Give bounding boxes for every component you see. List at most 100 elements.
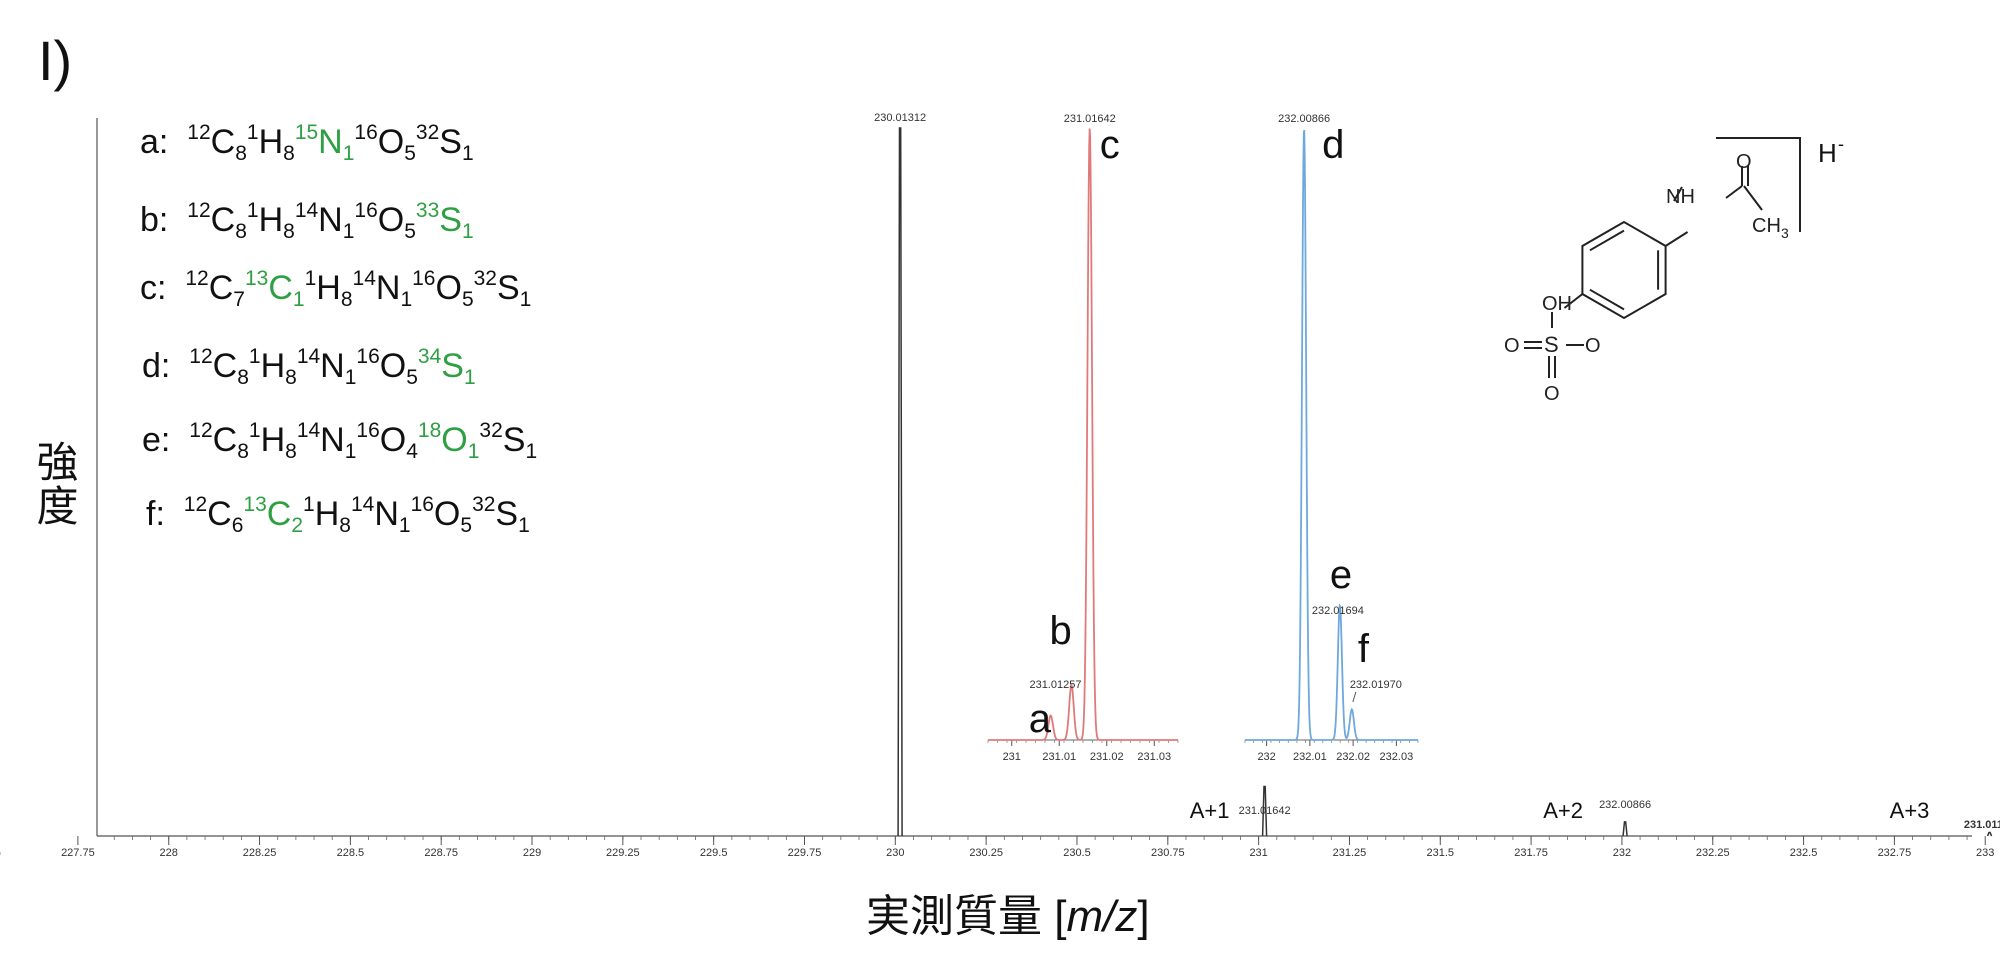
chemical-structure (1524, 137, 1801, 378)
peak-letter-b: b (1049, 609, 1071, 653)
inset-peak-label: 232.01970 (1350, 679, 1402, 691)
isotope-term: 33S1 (415, 199, 474, 243)
peak-label: 231.01642 (1239, 805, 1291, 817)
x-axis-label-suffix: ] (1137, 892, 1150, 941)
atom-o-left: O (1504, 335, 1520, 357)
formula-label: b: (140, 201, 178, 239)
x-tick-label: 229.75 (788, 847, 822, 859)
isotope-term: 15N1 (294, 121, 355, 165)
isotope-term: 12C8 (189, 419, 249, 463)
atom-o-carbonyl: O (1736, 151, 1752, 173)
atom-nh: NH (1666, 186, 1695, 208)
spectrum-peak (1261, 785, 1268, 837)
isotope-term: 12C6 (183, 493, 244, 537)
isotope-term: 18O1 (417, 419, 480, 463)
formula-a: a: 12C81H815N116O532S1 (140, 121, 474, 165)
isotope-term: 16O5 (412, 267, 474, 311)
peak-label: 231.01188 (1964, 819, 2000, 831)
formula-b: b: 12C81H814N116O533S1 (140, 199, 474, 243)
peak-letter-c: c (1100, 123, 1120, 167)
isotope-term: 16O5 (356, 345, 418, 389)
peak-letter-e: e (1330, 553, 1352, 597)
atom-ch3: CH (1752, 215, 1781, 237)
formula-e: e: 12C81H814N116O418O132S1 (142, 419, 538, 463)
x-tick-label: 233 (1976, 847, 1994, 859)
inset-x-tick-label: 231.01 (1042, 751, 1076, 763)
isotope-term: 32S1 (479, 419, 538, 463)
inset-x-tick-label: 232.02 (1336, 751, 1370, 763)
x-axis-label-prefix: 実測質量 [ (866, 892, 1067, 941)
atom-o-ester: O (1585, 335, 1601, 357)
inset-x-tick-label: 232 (1257, 751, 1275, 763)
x-tick-label: 228.25 (243, 847, 277, 859)
x-tick-label: 227.75 (61, 847, 95, 859)
isotope-term: 12C8 (189, 345, 249, 389)
isotope-term: 16O5 (354, 121, 416, 165)
formula-f: f: 12C613C21H814N116O532S1 (146, 493, 530, 537)
isotope-term: 1H8 (248, 345, 297, 389)
isotope-term: 16O4 (356, 419, 418, 463)
isotope-term: 12C7 (185, 267, 245, 311)
x-tick-label: 232.25 (1696, 847, 1730, 859)
x-tick-label: 230 (886, 847, 904, 859)
formula-label: c: (140, 269, 176, 307)
isotope-group-label: A+2 (1543, 798, 1583, 823)
formula-d: d: 12C81H814N116O534S1 (142, 345, 476, 389)
inset-x-tick-label: 231.02 (1090, 751, 1124, 763)
atom-oh: OH (1542, 293, 1572, 315)
isotope-term: 16O5 (354, 199, 416, 243)
inset-x-tick-label: 231.03 (1137, 751, 1171, 763)
charge-label: H (1818, 138, 1837, 168)
bond (1665, 231, 1689, 247)
x-tick-label: 230.25 (969, 847, 1003, 859)
x-tick-label: 231.25 (1333, 847, 1367, 859)
isotope-term: 14N1 (296, 419, 357, 463)
inset-x-tick-label: 231 (1003, 751, 1021, 763)
spectrum-peak (1622, 821, 1628, 837)
isotope-group-label: A+3 (1890, 798, 1930, 823)
inset-trace (988, 128, 1178, 741)
atom-ch3-subscript: 3 (1781, 225, 1789, 241)
x-tick-label: 229 (523, 847, 541, 859)
formula-c: c: 12C713C11H814N116O532S1 (140, 267, 531, 311)
benzene-ring (1581, 220, 1667, 320)
isotope-term: 1H8 (246, 121, 295, 165)
inset-trace (1245, 129, 1418, 741)
charge-bracket (1716, 137, 1801, 232)
x-tick-label: 230.5 (1063, 847, 1091, 859)
isotope-term: 14N1 (352, 267, 413, 311)
peak-label: 230.01312 (874, 112, 926, 124)
x-axis-label: 実測質量 [m/z] (866, 880, 1150, 944)
spectrum-peak (897, 127, 903, 837)
inset-x-tick-label: 232.03 (1380, 751, 1414, 763)
isotope-term: 13C2 (243, 493, 304, 537)
ring-double-bond (1589, 288, 1625, 311)
bond (1673, 186, 1683, 202)
isotope-term: 14N1 (296, 345, 357, 389)
x-tick-label: 228.75 (424, 847, 458, 859)
peak-label: 232.00866 (1599, 799, 1651, 811)
x-tick-label: 230.75 (1151, 847, 1185, 859)
x-axis-label-unit: m/z (1066, 892, 1138, 941)
peak-letter-a: a (1029, 697, 1052, 741)
formula-label: d: (142, 347, 180, 385)
atom-o-bottom: O (1544, 383, 1560, 405)
isotope-term: 13C1 (244, 267, 305, 311)
inset-aplus1: 231 231.01 231.02 231.03 ab 231.01257 c231.016… (987, 113, 1179, 763)
x-tick-label: 231.75 (1514, 847, 1548, 859)
formula-label: f: (146, 495, 175, 533)
ring-double-bond (1589, 229, 1625, 252)
inset-peak-label: 232.00866 (1278, 113, 1330, 125)
inset-peak-label: 231.01642 (1064, 113, 1116, 125)
isotope-term: 14N1 (294, 199, 355, 243)
charge-sign: - (1838, 134, 1844, 154)
bond (1563, 293, 1584, 309)
isotope-term: 12C8 (187, 199, 247, 243)
x-tick-label: 228.5 (337, 847, 365, 859)
x-tick-label: 229.25 (606, 847, 640, 859)
isotope-term: 1H8 (303, 493, 351, 537)
x-tick-label: 227.5 (0, 847, 1, 859)
x-tick-label: 231.5 (1427, 847, 1455, 859)
